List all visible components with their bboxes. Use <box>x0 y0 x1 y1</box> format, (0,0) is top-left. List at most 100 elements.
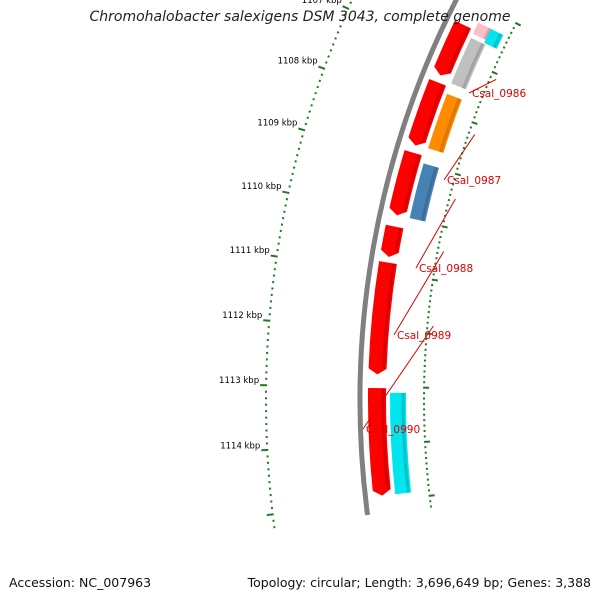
inner-minor-tick <box>507 36 511 40</box>
accession-text: Accession: NC_007963 <box>9 575 152 590</box>
inner-major-tick <box>454 172 462 177</box>
minor-tick <box>334 37 337 40</box>
minor-tick <box>327 55 330 58</box>
minor-tick <box>299 141 302 144</box>
inner-minor-tick <box>509 31 513 35</box>
major-tick <box>342 5 350 10</box>
feature-shade <box>446 26 470 73</box>
inner-minor-tick <box>453 177 456 181</box>
minor-tick <box>336 31 340 34</box>
gene-features <box>367 20 504 496</box>
major-tick <box>270 254 278 258</box>
gene-label[interactable]: Csal_0987 <box>447 175 501 187</box>
minor-tick <box>318 79 322 83</box>
inner-minor-tick <box>481 95 484 99</box>
label-leader-line <box>362 325 434 430</box>
inner-minor-tick <box>493 65 497 69</box>
inner-minor-tick <box>498 55 501 59</box>
minor-tick <box>304 122 308 126</box>
inner-major-tick <box>428 494 435 497</box>
inner-minor-tick <box>464 141 467 145</box>
minor-tick <box>314 91 317 95</box>
gene-label[interactable]: Csal_0989 <box>397 330 451 342</box>
inner-minor-tick <box>450 188 453 191</box>
gene-arrow[interactable] <box>381 224 404 257</box>
inner-minor-tick <box>467 131 471 134</box>
gene-label[interactable]: Csal_0990 <box>366 424 420 436</box>
inner-major-tick <box>441 225 448 229</box>
major-tick <box>266 513 274 517</box>
minor-tick <box>325 61 328 64</box>
inner-minor-tick <box>477 105 480 109</box>
tick-label: 1111 kbp <box>230 246 270 256</box>
tick-label: 1113 kbp <box>219 376 259 386</box>
cds-block[interactable] <box>484 28 504 49</box>
inner-minor-tick <box>505 41 508 44</box>
tick-label: 1107 kbp <box>302 0 342 6</box>
feature-shade <box>439 98 461 153</box>
tick-label: 1110 kbp <box>241 182 281 192</box>
label-leader-line <box>468 78 497 94</box>
feature-shade <box>401 392 410 493</box>
cds-block[interactable] <box>451 37 486 90</box>
inner-minor-tick <box>462 146 466 150</box>
minor-tick <box>310 104 313 107</box>
inner-minor-tick <box>485 85 488 89</box>
major-tick <box>318 65 326 70</box>
inner-minor-tick <box>456 167 459 170</box>
minor-tick <box>349 1 353 5</box>
inner-minor-tick <box>457 162 461 165</box>
gene-arrow[interactable] <box>389 150 422 216</box>
minor-tick <box>301 135 304 138</box>
minor-tick <box>331 43 335 46</box>
inner-minor-tick <box>489 75 492 79</box>
minor-tick <box>312 97 315 101</box>
cds-block[interactable] <box>428 93 462 154</box>
inner-major-tick <box>471 121 478 126</box>
label-leader-line <box>443 134 476 181</box>
major-tick <box>298 127 306 132</box>
minor-tick <box>329 49 333 52</box>
feature-shade <box>420 166 438 222</box>
gene-arrow[interactable] <box>368 261 397 375</box>
inner-minor-tick <box>479 100 482 104</box>
backbone-ring <box>357 0 460 516</box>
feature-shade <box>402 153 421 212</box>
gene-label[interactable]: Csal_0988 <box>419 263 473 275</box>
cds-block[interactable] <box>390 392 412 495</box>
label-leader-line <box>393 251 445 336</box>
feature-shade <box>421 83 445 143</box>
label-leader-line <box>415 198 456 269</box>
inner-major-tick <box>491 70 498 76</box>
feature-shade <box>483 27 492 41</box>
inner-minor-tick <box>483 90 486 94</box>
inner-major-tick <box>514 21 522 27</box>
gene-arrow[interactable] <box>434 20 472 76</box>
minor-tick <box>341 19 345 22</box>
minor-tick <box>297 147 301 151</box>
gene-arrow[interactable] <box>408 78 446 146</box>
inner-minor-tick <box>500 51 504 54</box>
inner-minor-tick <box>502 46 506 49</box>
backbone-arc <box>357 0 460 516</box>
genome-summary-text: Topology: circular; Length: 3,696,649 bp… <box>247 575 591 590</box>
map-title: Chromohalobacter salexigens DSM 3043, co… <box>89 9 511 25</box>
minor-tick <box>308 110 311 113</box>
feature-shade <box>492 33 503 49</box>
inner-minor-tick <box>466 136 469 140</box>
tick-label: 1108 kbp <box>278 57 318 67</box>
cds-block[interactable] <box>409 163 439 222</box>
gene-labels: Csal_0986 Csal_0987 Csal_0988 Csal_0989 Csal… <box>362 78 526 436</box>
minor-tick <box>306 116 310 119</box>
inner-minor-tick <box>475 110 478 114</box>
gene-label[interactable]: Csal_0986 <box>472 88 526 100</box>
inner-minor-tick <box>487 80 490 84</box>
minor-tick <box>296 153 299 157</box>
feature-shade <box>394 227 402 253</box>
inner-minor-tick <box>512 26 516 30</box>
major-tick <box>282 190 290 195</box>
gene-arrow[interactable] <box>367 387 391 496</box>
minor-tick <box>344 13 347 16</box>
feature-shade <box>381 388 390 490</box>
